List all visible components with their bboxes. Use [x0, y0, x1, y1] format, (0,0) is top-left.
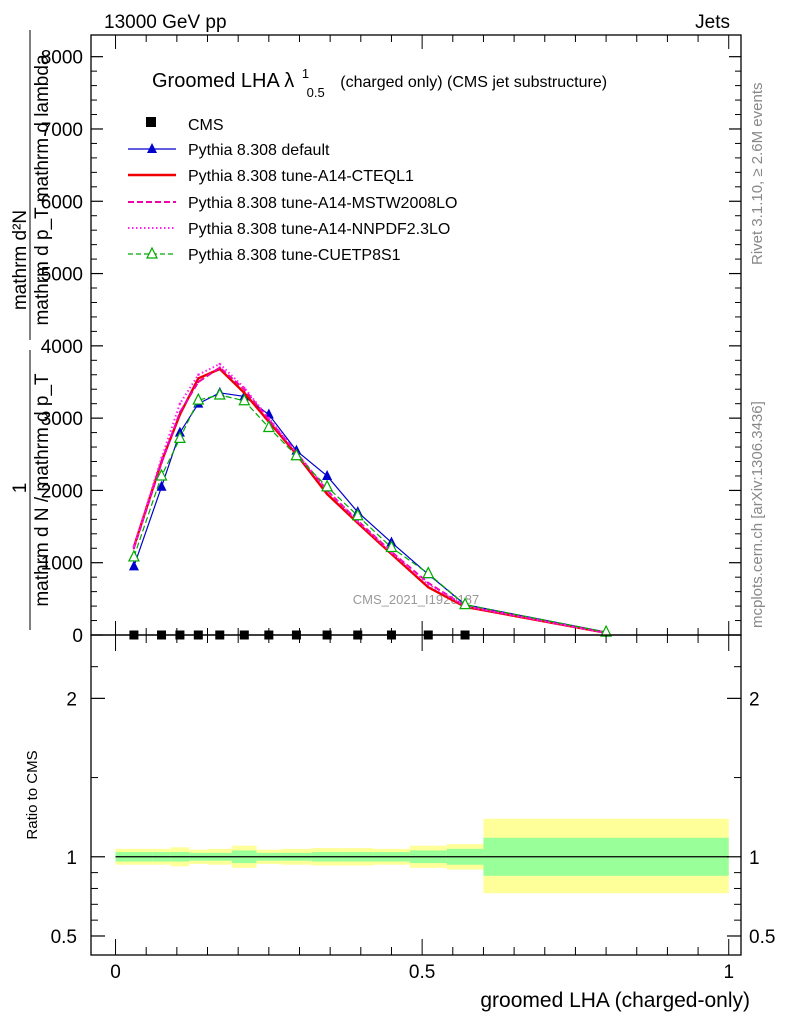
series-3-point: [178, 402, 182, 405]
series-3-point: [218, 362, 221, 366]
ratio-y-tick-label: 0.5: [51, 927, 77, 948]
chart-title-sup: 1: [302, 66, 309, 81]
chart-title: Groomed LHA λ 1 0.5 (charged only) (CMS …: [152, 61, 607, 102]
ratio-y-tick-label-right: 1: [749, 848, 760, 869]
ratio-y-tick-label: 2: [66, 689, 77, 710]
main-y-tick-label: 0: [72, 626, 83, 647]
legend-label-mstw: Pythia 8.308 tune-A14-MSTW2008LO: [188, 195, 457, 212]
rivet-label: Rivet 3.1.10, ≥ 2.6M events: [749, 83, 766, 266]
legend-label-nnpdf: Pythia 8.308 tune-A14-NNPDF2.3LO: [188, 221, 450, 238]
legend-label-default: Pythia 8.308 default: [188, 142, 330, 159]
chart-title-sub: 0.5: [307, 85, 325, 100]
series-4-point: [422, 566, 435, 579]
series-4-point: [213, 387, 226, 400]
series-4-point: [459, 597, 472, 610]
series-4-point: [127, 549, 140, 562]
main-y-axis: 0 1000 2000 3000 4000 5000 6000 7000 8000: [41, 48, 741, 647]
main-y-tick-label: 4000: [41, 337, 83, 358]
analysis-watermark: CMS_2021_I1920187: [353, 592, 480, 607]
main-y-tick-label: 1000: [41, 554, 83, 575]
series-4-point: [173, 431, 186, 443]
series-1-point: [325, 492, 329, 496]
series-0-point: [156, 480, 167, 491]
series-2-point: [132, 547, 136, 550]
main-y-tick-label: 2000: [41, 481, 83, 502]
series-line-3: [132, 362, 607, 634]
legend-marker-cms: [146, 117, 156, 127]
legend-label-cuetp: Pythia 8.308 tune-CUETP8S1: [188, 247, 401, 264]
series-line-4: [133, 394, 607, 633]
series-3-point: [356, 520, 359, 523]
header-right: Jets: [695, 12, 730, 33]
ratio-y-axis-title: Ratio to CMS: [24, 750, 41, 839]
main-y-axis-title: mathrm d²N mathrm d p_T mathrm d lambda …: [10, 30, 53, 630]
ratio-x-tick-label: 0.5: [409, 962, 435, 983]
legend-marker-default: [147, 143, 157, 153]
main-y-tick-label: 3000: [41, 409, 83, 430]
main-y-tick-label: 6000: [41, 192, 83, 213]
series-line-2: [132, 366, 607, 634]
header-left: 13000 GeV pp: [104, 12, 227, 33]
series-1-point: [197, 377, 200, 380]
ratio-y-tick-label-right: 0.5: [749, 927, 775, 948]
series-1-point: [427, 586, 430, 589]
series-3-point: [243, 386, 246, 389]
ratio-plot-frame: [90, 634, 742, 956]
legend-marker-cuetp: [146, 246, 158, 259]
series-4-point: [155, 468, 168, 481]
main-x-axis: [115, 35, 730, 635]
main-y-tick-label: 5000: [41, 265, 83, 286]
ratio-x-tick-label: 1: [723, 962, 734, 983]
y-frac-num: 1: [10, 483, 31, 494]
series-3-point: [132, 544, 136, 548]
chart-title-main: Groomed LHA λ: [152, 70, 294, 92]
series-0-point: [322, 469, 333, 480]
main-y-tick-label: 7000: [41, 120, 83, 141]
chart-title-tail: (charged only) (CMS jet substructure): [340, 74, 607, 91]
y-title-den: mathrm d p_T mathrm d lambda: [32, 54, 53, 325]
series-4-point: [351, 508, 364, 521]
series-2-point: [178, 411, 182, 414]
main-y-tick-label: 8000: [41, 48, 83, 69]
series-3-point: [160, 456, 163, 460]
series-2-point: [218, 366, 221, 369]
ratio-bands-layer: [115, 818, 729, 894]
series-4-point: [238, 393, 251, 406]
y-title-num: mathrm d²N: [10, 210, 31, 310]
series-4-point: [290, 448, 303, 461]
ratio-y-tick-label-right: 2: [749, 689, 760, 710]
series-4-point: [192, 392, 205, 405]
legend-label-cteql1: Pythia 8.308 tune-A14-CTEQL1: [188, 168, 414, 185]
y-frac-den: mathrm d N / mathrm d p_T: [32, 373, 53, 607]
series-3-point: [267, 416, 271, 420]
ratio-y-tick-label: 1: [66, 848, 77, 869]
ratio-axes: 0.5 0.5 1 1 2 2 0 0.5 1: [51, 635, 775, 983]
mcplots-label: mcplots.cern.ch [arXiv:1306.3436]: [749, 401, 766, 628]
series-0-point: [128, 560, 139, 571]
ratio-x-tick-label: 0: [110, 962, 121, 983]
x-axis-title: groomed LHA (charged-only): [480, 989, 750, 1012]
series-4-point: [262, 420, 275, 433]
series-2-point: [160, 461, 163, 465]
main-series-layer: [127, 362, 613, 640]
series-4-point: [321, 479, 334, 492]
series-2-point: [197, 380, 200, 384]
legend-label-cms: CMS: [188, 117, 224, 134]
series-4-point: [385, 540, 398, 553]
series-3-point: [427, 583, 430, 586]
series-3-point: [197, 373, 200, 376]
series-1-point: [243, 391, 246, 395]
legend: CMS Pythia 8.308 default Pythia 8.308 tu…: [128, 117, 457, 264]
